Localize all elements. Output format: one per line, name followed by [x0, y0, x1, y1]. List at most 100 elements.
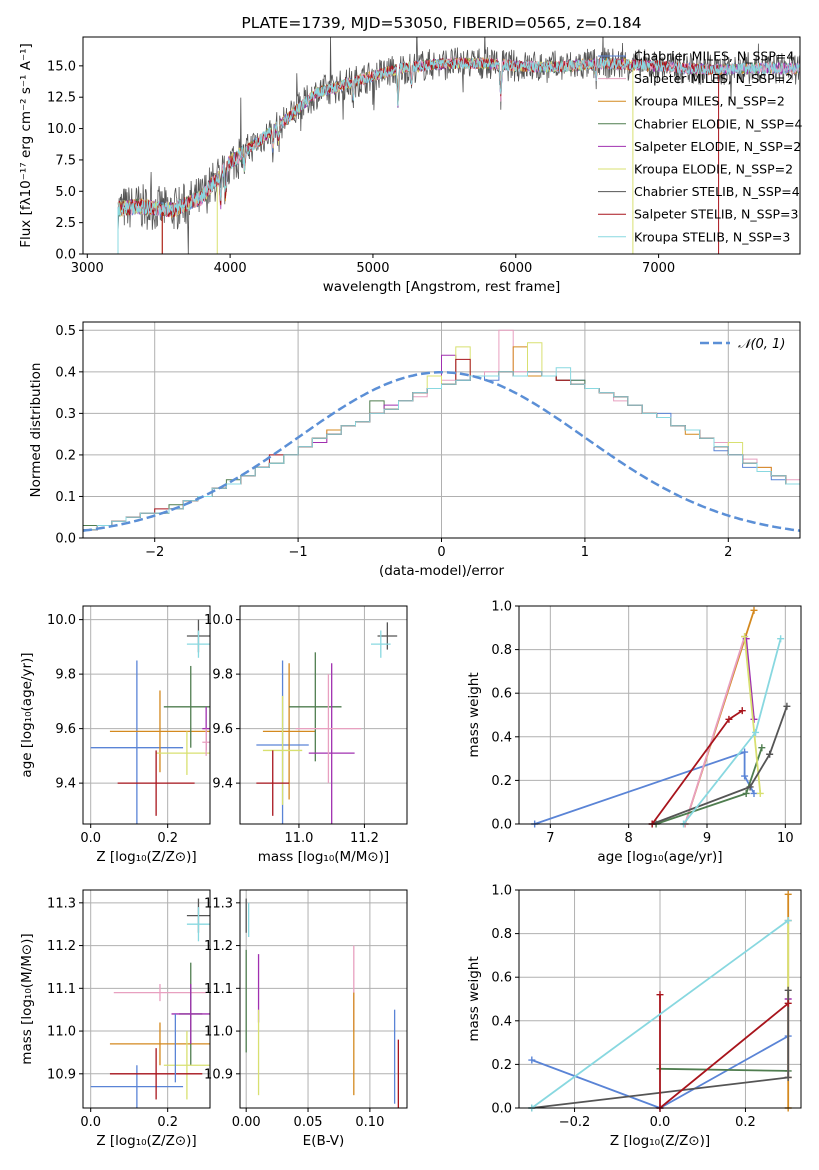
y-tick-label: 0.8	[491, 927, 512, 942]
x-tick-label: 8	[625, 831, 633, 846]
mass-weight-marker	[784, 999, 792, 1007]
x-tick-label: 7000	[642, 261, 675, 276]
mass-weight-line	[684, 636, 746, 825]
y-axis-label: Flux [fλ10⁻¹⁷ erg cm⁻² s⁻¹ A⁻¹]	[18, 43, 34, 248]
mass-weight-line	[682, 638, 782, 825]
y-tick-label: 10.9	[47, 1067, 76, 1082]
mass-weight-marker	[766, 750, 774, 758]
legend-entry: Chabrier ELODIE, N_SSP=4	[634, 116, 803, 131]
legend-entry: Kroupa STELIB, N_SSP=3	[634, 229, 790, 244]
mass-weight-marker	[784, 1073, 792, 1081]
y-tick-label: 10.0	[47, 613, 76, 628]
y-tick-label: 0.6	[491, 971, 512, 986]
x-tick-label: 0.2	[735, 1115, 756, 1130]
y-tick-label: 1.0	[491, 600, 512, 615]
mass-weight-marker	[741, 772, 749, 780]
mass-weight-line	[651, 705, 788, 825]
mass-weight-marker	[725, 715, 733, 723]
gaussian-curve	[83, 371, 800, 532]
spectrum-line	[117, 57, 719, 218]
x-tick-label: 0.00	[232, 1115, 261, 1130]
y-tick-label: 0.5	[55, 324, 76, 339]
mass-vs-ebv-panel: 0.00 0.05 0.10 10.9 11.0 11.1 11.2 11.3 E(B-V)	[204, 889, 408, 1149]
axes-frame	[82, 889, 211, 1109]
axes-frame	[82, 321, 801, 539]
x-tick-label: 9	[703, 831, 711, 846]
y-tick-label: 9.6	[55, 722, 76, 737]
mass-weight-marker	[742, 789, 750, 797]
y-tick-label: 0.0	[55, 532, 76, 547]
y-tick-label: 9.6	[212, 722, 233, 737]
mass-weight-line	[659, 1067, 789, 1072]
x-tick-label: 3000	[71, 261, 104, 276]
y-axis-label: age [log₁₀(age/yr)]	[19, 652, 35, 777]
legend-entry: Salpeter ELODIE, N_SSP=2	[634, 139, 801, 154]
x-tick-label: −2	[145, 545, 164, 560]
y-tick-label: 11.2	[204, 939, 233, 954]
x-axis-label: mass [log₁₀(M/M⊙)]	[258, 849, 389, 865]
axes-frame	[82, 36, 801, 255]
mass-weight-marker	[752, 728, 760, 736]
massweight-vs-age-panel: 7 8 9 10 0.0 0.2 0.4 0.6 0.8 1.0 age [log₁₀(age/yr…	[466, 600, 802, 865]
mass-weight-marker	[741, 748, 749, 756]
y-tick-label: 9.8	[55, 668, 76, 683]
mass-weight-marker	[656, 991, 664, 999]
histogram-series	[83, 346, 800, 538]
y-tick-label: 11.0	[47, 1025, 76, 1040]
axes-frame	[239, 889, 408, 1109]
mass-weight-line	[534, 750, 755, 825]
x-tick-label: 0.0	[650, 1115, 671, 1130]
legend: Chabrier MILES, N_SSP=4 Salpeter MILES, N…	[598, 49, 803, 244]
axes-frame	[518, 889, 802, 1109]
y-tick-label: 0.8	[491, 643, 512, 658]
histogram-series	[83, 367, 800, 538]
mass-weight-marker	[750, 789, 758, 797]
x-tick-label: 0.2	[157, 1115, 178, 1130]
y-tick-label: 5.0	[55, 185, 76, 200]
legend-entry: Chabrier MILES, N_SSP=4	[634, 49, 794, 64]
y-tick-label: 7.5	[55, 153, 76, 168]
x-tick-label: 0.05	[294, 1115, 323, 1130]
x-tick-label: 4000	[214, 261, 247, 276]
axes-frame	[239, 605, 408, 825]
y-tick-label: 1.0	[491, 884, 512, 899]
x-tick-label: 1	[581, 545, 589, 560]
mass-weight-marker	[738, 707, 746, 715]
x-axis-label: Z [log₁₀(Z/Z⊙)]	[96, 1133, 196, 1149]
y-tick-label: 0.4	[491, 1014, 512, 1029]
legend-entry: Salpeter STELIB, N_SSP=3	[634, 207, 798, 222]
mass-weight-marker	[758, 744, 766, 752]
mass-weight-marker	[746, 783, 754, 791]
x-axis-label: (data-model)/error	[379, 563, 505, 579]
y-tick-label: 9.4	[212, 777, 233, 792]
x-tick-label: 6000	[499, 261, 532, 276]
y-tick-label: 10.9	[204, 1067, 233, 1082]
y-tick-label: 0.2	[491, 774, 512, 789]
y-axis-label: Normed distribution	[28, 363, 44, 498]
y-tick-label: 0.4	[491, 730, 512, 745]
y-tick-label: 0.2	[491, 1058, 512, 1073]
histogram-series	[83, 354, 800, 538]
mass-weight-line	[655, 747, 763, 825]
axes-frame	[82, 605, 211, 825]
legend-entry: Chabrier STELIB, N_SSP=4	[634, 184, 800, 199]
age-vs-Z-panel: 0.0 0.2 9.4 9.6 9.8 10.0 Z [log₁₀(Z/Z⊙)] age [l…	[19, 605, 211, 865]
x-axis-label: Z [log₁₀(Z/Z⊙)]	[610, 1133, 710, 1149]
x-axis-label: E(B-V)	[303, 1133, 345, 1149]
mass-weight-marker	[784, 890, 792, 898]
mass-vs-Z-panel: 0.0 0.2 10.9 11.0 11.1 11.2 11.3 Z [log₁₀(Z/Z⊙)…	[19, 889, 211, 1149]
y-tick-label: 11.1	[47, 982, 76, 997]
y-tick-label: 9.4	[55, 777, 76, 792]
y-tick-label: 10.0	[47, 122, 76, 137]
y-tick-label: 11.2	[47, 939, 76, 954]
mass-weight-line	[745, 638, 755, 720]
y-tick-label: 2.5	[55, 216, 76, 231]
x-tick-label: 11.2	[350, 831, 379, 846]
x-tick-label: 7	[546, 831, 554, 846]
y-axis-label: mass [log₁₀(M/M⊙)]	[19, 933, 35, 1064]
x-tick-label: 0.2	[157, 831, 178, 846]
y-tick-label: 0.1	[55, 490, 76, 505]
x-axis-label: wavelength [Angstrom, rest frame]	[323, 279, 561, 295]
mass-weight-marker	[783, 702, 791, 710]
